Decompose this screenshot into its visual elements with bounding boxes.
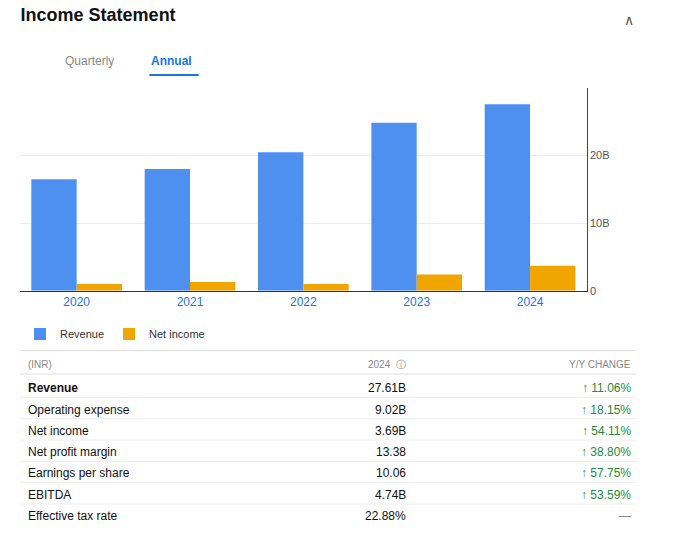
- svg-text:0: 0: [590, 285, 596, 297]
- svg-text:(INR): (INR): [28, 359, 52, 370]
- svg-text:EBITDA: EBITDA: [28, 488, 71, 502]
- svg-text:Y/Y CHANGE: Y/Y CHANGE: [569, 359, 631, 370]
- svg-text:Operating expense: Operating expense: [28, 403, 130, 417]
- svg-text:Revenue: Revenue: [60, 328, 104, 340]
- svg-text:4.74B: 4.74B: [375, 488, 406, 502]
- svg-text:Net income: Net income: [28, 424, 89, 438]
- svg-text:↑ 57.75%: ↑ 57.75%: [581, 466, 631, 480]
- svg-text:Net income: Net income: [149, 328, 205, 340]
- svg-text:↑ 11.06%: ↑ 11.06%: [582, 381, 631, 395]
- svg-text:↑ 18.15%: ↑ 18.15%: [581, 403, 631, 417]
- svg-text:3.69B: 3.69B: [375, 424, 406, 438]
- svg-text:27.61B: 27.61B: [368, 381, 406, 395]
- svg-text:2023: 2023: [403, 295, 430, 309]
- svg-text:Earnings per share: Earnings per share: [28, 466, 130, 480]
- svg-text:Revenue: Revenue: [28, 381, 78, 395]
- svg-text:—: —: [619, 509, 631, 523]
- svg-text:10.06: 10.06: [376, 466, 406, 480]
- svg-text:Annual: Annual: [151, 54, 192, 68]
- svg-text:Quarterly: Quarterly: [65, 54, 114, 68]
- svg-text:Effective tax rate: Effective tax rate: [28, 509, 117, 523]
- svg-text:2024 ⓘ: 2024 ⓘ: [368, 359, 406, 370]
- svg-text:22.88%: 22.88%: [365, 509, 406, 523]
- svg-text:13.38: 13.38: [376, 445, 406, 459]
- svg-text:2021: 2021: [177, 295, 204, 309]
- svg-text:Net profit margin: Net profit margin: [28, 445, 117, 459]
- svg-text:∧: ∧: [624, 12, 634, 28]
- svg-text:2022: 2022: [290, 295, 317, 309]
- svg-text:10B: 10B: [590, 217, 610, 229]
- svg-text:20B: 20B: [590, 149, 610, 161]
- svg-text:↑ 54.11%: ↑ 54.11%: [582, 424, 631, 438]
- svg-text:Income Statement: Income Statement: [21, 5, 176, 25]
- svg-text:↑ 53.59%: ↑ 53.59%: [581, 488, 631, 502]
- svg-text:↑ 38.80%: ↑ 38.80%: [581, 445, 631, 459]
- svg-text:2020: 2020: [63, 295, 90, 309]
- svg-text:9.02B: 9.02B: [375, 403, 406, 417]
- svg-text:2024: 2024: [517, 295, 544, 309]
